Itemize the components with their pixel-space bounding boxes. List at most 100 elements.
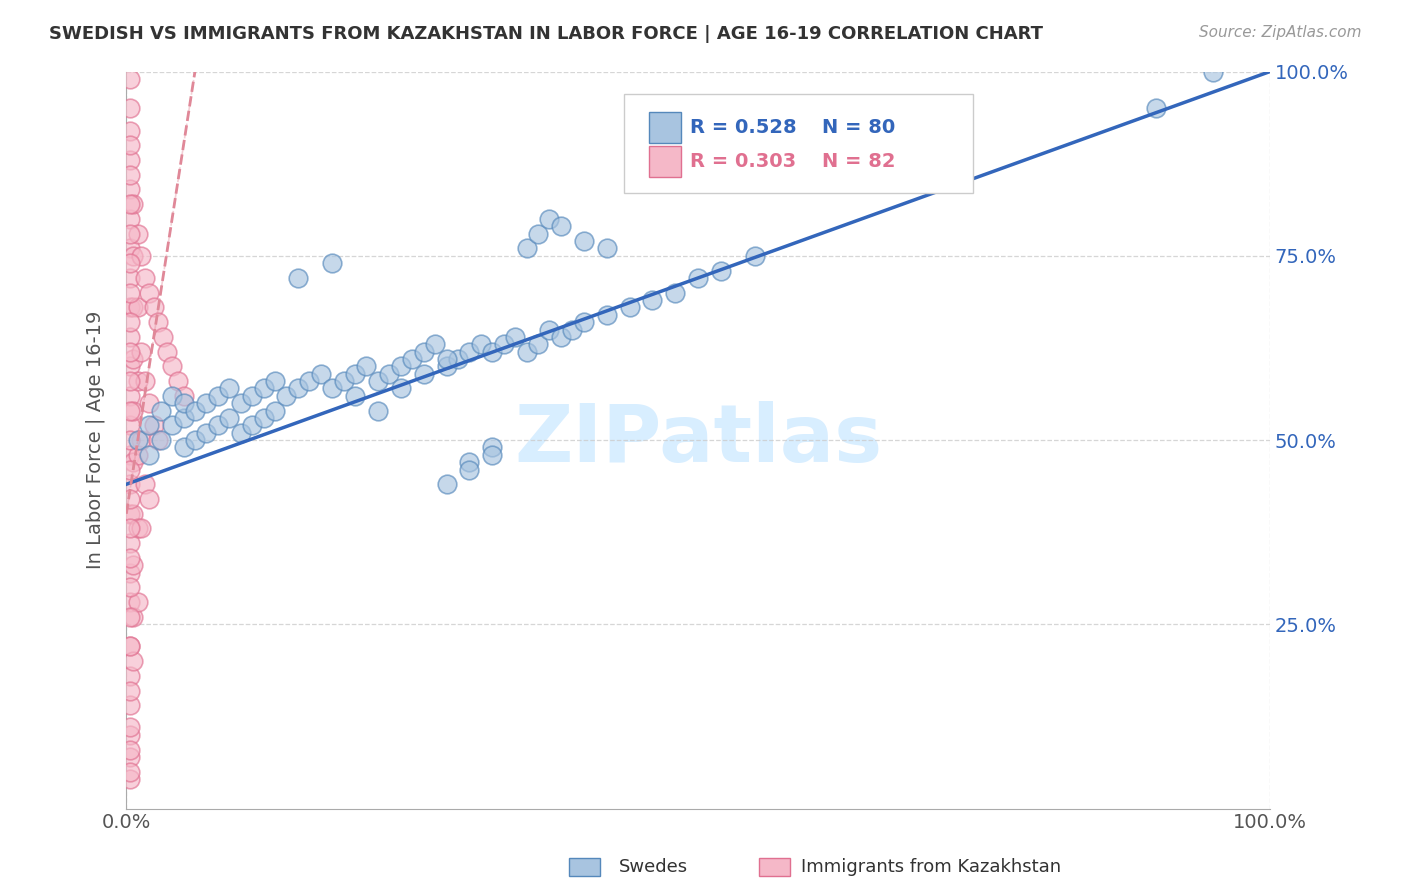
Point: [122, 455, 145, 469]
Point: [287, 271, 309, 285]
Y-axis label: In Labor Force | Age 16-19: In Labor Force | Age 16-19: [86, 310, 105, 569]
Text: N = 82: N = 82: [821, 152, 896, 171]
Point: [118, 138, 141, 153]
Point: [118, 462, 141, 476]
Point: [129, 433, 152, 447]
Point: [142, 418, 165, 433]
Point: [122, 558, 145, 573]
Text: ZIPatlas: ZIPatlas: [515, 401, 883, 479]
Point: [118, 285, 141, 300]
Point: [148, 433, 170, 447]
Point: [127, 595, 149, 609]
Point: [122, 610, 145, 624]
Point: [641, 293, 664, 307]
Point: [516, 344, 538, 359]
Point: [160, 389, 183, 403]
Point: [118, 168, 141, 182]
Point: [138, 396, 160, 410]
Point: [710, 263, 733, 277]
Point: [122, 403, 145, 417]
Point: [118, 403, 141, 417]
Point: [298, 374, 321, 388]
Point: [129, 249, 152, 263]
Point: [252, 411, 274, 425]
Point: [118, 728, 141, 742]
Point: [118, 640, 141, 654]
Text: R = 0.303: R = 0.303: [690, 152, 796, 171]
Point: [389, 381, 412, 395]
Point: [142, 301, 165, 315]
Point: [470, 337, 492, 351]
Point: [118, 418, 141, 433]
Point: [538, 322, 561, 336]
Point: [138, 285, 160, 300]
Point: [527, 337, 550, 351]
Point: [118, 102, 141, 116]
Point: [356, 359, 378, 374]
Point: [378, 367, 401, 381]
Point: [118, 721, 141, 735]
Bar: [650, 146, 681, 177]
Point: [118, 301, 141, 315]
FancyBboxPatch shape: [624, 94, 973, 194]
Point: [149, 403, 172, 417]
Point: [619, 301, 641, 315]
Point: [118, 374, 141, 388]
Point: [118, 551, 141, 566]
Point: [138, 491, 160, 506]
Point: [127, 301, 149, 315]
Point: [122, 249, 145, 263]
Point: [118, 772, 141, 786]
Point: [240, 389, 263, 403]
Point: [118, 153, 141, 167]
Point: [118, 227, 141, 241]
Point: [207, 389, 229, 403]
Point: [184, 433, 207, 447]
Point: [1144, 102, 1167, 116]
Text: Swedes: Swedes: [619, 858, 688, 876]
Point: [118, 566, 141, 580]
Point: [516, 242, 538, 256]
Point: [458, 455, 481, 469]
Point: [481, 448, 503, 462]
Text: Immigrants from Kazakhstan: Immigrants from Kazakhstan: [801, 858, 1062, 876]
Point: [118, 742, 141, 756]
Point: [173, 389, 195, 403]
Point: [138, 418, 160, 433]
Bar: [650, 112, 681, 143]
Point: [195, 396, 218, 410]
Point: [138, 448, 160, 462]
Point: [595, 242, 617, 256]
Text: Source: ZipAtlas.com: Source: ZipAtlas.com: [1198, 25, 1361, 40]
Point: [744, 249, 766, 263]
Point: [122, 197, 145, 211]
Point: [207, 418, 229, 433]
Point: [134, 477, 156, 491]
Point: [134, 374, 156, 388]
Point: [561, 322, 583, 336]
Point: [423, 337, 446, 351]
Point: [664, 285, 686, 300]
Point: [389, 359, 412, 374]
Point: [160, 359, 183, 374]
Point: [118, 764, 141, 779]
Point: [134, 271, 156, 285]
Point: [118, 448, 141, 462]
Point: [481, 441, 503, 455]
Point: [550, 219, 572, 234]
Point: [129, 521, 152, 535]
Point: [152, 330, 174, 344]
Point: [527, 227, 550, 241]
Point: [118, 433, 141, 447]
Point: [229, 396, 252, 410]
Point: [148, 315, 170, 329]
Point: [458, 462, 481, 476]
Point: [118, 256, 141, 270]
Point: [149, 433, 172, 447]
Point: [118, 640, 141, 654]
Point: [264, 374, 287, 388]
Point: [229, 425, 252, 440]
Point: [160, 418, 183, 433]
Point: [276, 389, 298, 403]
Point: [401, 351, 423, 366]
